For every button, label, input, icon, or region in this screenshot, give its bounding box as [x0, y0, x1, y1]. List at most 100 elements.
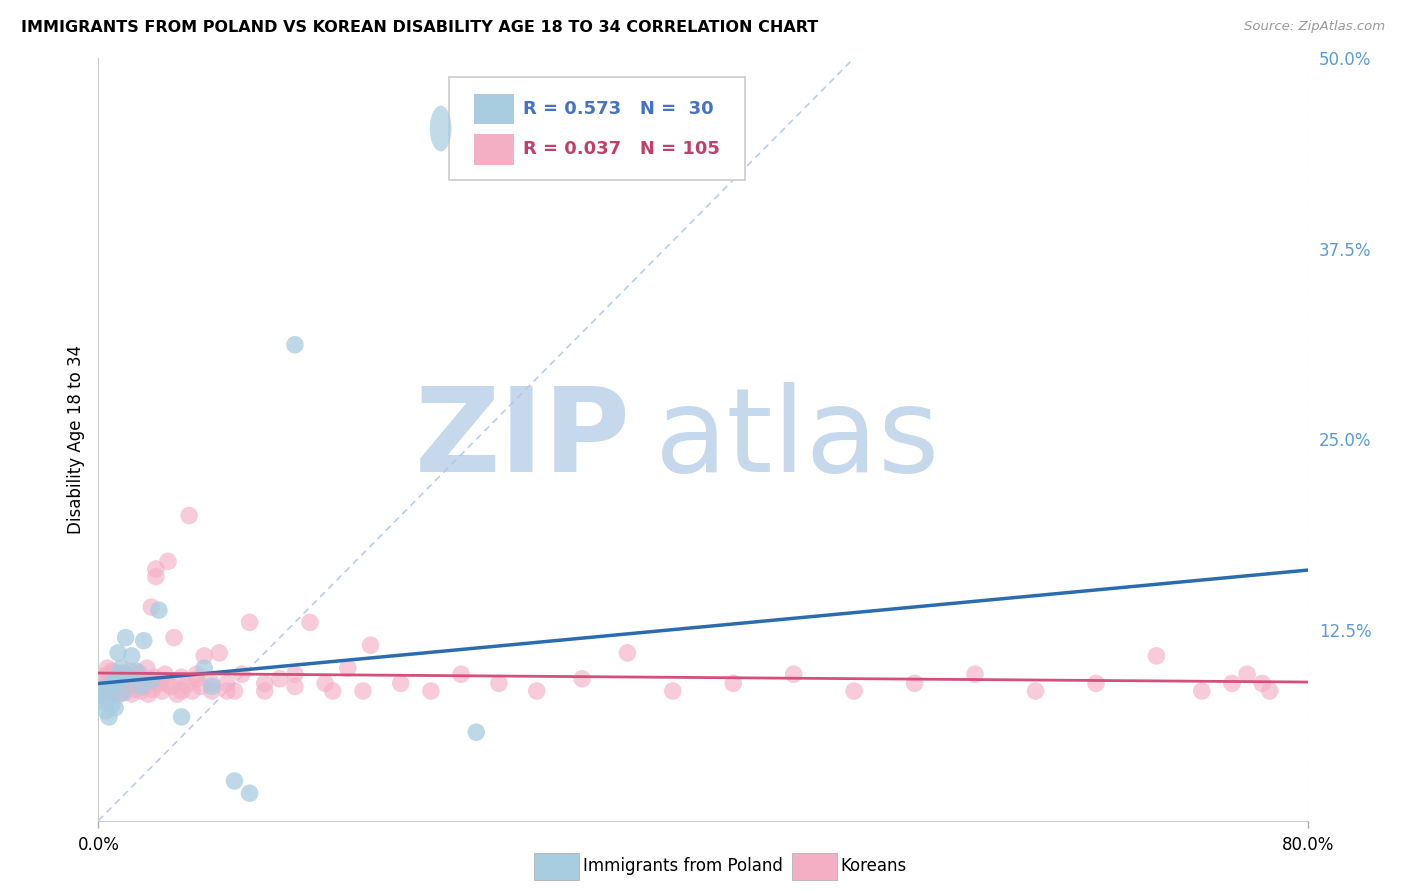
Point: [465, 725, 488, 739]
Point: [389, 676, 412, 690]
Point: [1251, 676, 1274, 690]
Point: [111, 685, 134, 699]
Point: [224, 684, 246, 698]
Point: [224, 774, 246, 789]
Point: [181, 684, 204, 698]
Point: [135, 661, 157, 675]
Point: [90, 689, 112, 703]
Point: [156, 554, 179, 568]
Text: Koreans: Koreans: [841, 857, 907, 875]
Point: [844, 684, 866, 698]
Point: [150, 684, 173, 698]
Point: [239, 786, 262, 800]
Point: [174, 678, 197, 692]
Point: [93, 682, 115, 697]
FancyBboxPatch shape: [474, 94, 515, 124]
Point: [186, 667, 208, 681]
Point: [723, 676, 745, 690]
Point: [231, 667, 253, 681]
Point: [118, 676, 141, 690]
Point: [160, 680, 183, 694]
Point: [148, 676, 170, 690]
Point: [170, 710, 193, 724]
Point: [98, 667, 121, 681]
Point: [118, 670, 141, 684]
Text: Immigrants from Poland: Immigrants from Poland: [583, 857, 783, 875]
Point: [208, 646, 231, 660]
Point: [107, 680, 129, 694]
Point: [100, 672, 122, 686]
FancyBboxPatch shape: [474, 134, 515, 165]
Point: [110, 682, 132, 697]
Point: [129, 680, 152, 694]
Point: [125, 664, 148, 678]
Text: R = 0.037   N = 105: R = 0.037 N = 105: [523, 141, 720, 159]
Point: [110, 670, 132, 684]
Point: [1220, 676, 1243, 690]
Point: [284, 667, 307, 681]
Point: [110, 661, 132, 675]
Point: [193, 661, 215, 675]
Point: [336, 661, 359, 675]
Point: [201, 680, 224, 694]
Point: [105, 672, 128, 686]
Point: [155, 676, 177, 690]
Point: [101, 698, 124, 712]
Point: [91, 676, 114, 690]
Point: [193, 648, 215, 663]
Y-axis label: Disability Age 18 to 34: Disability Age 18 to 34: [66, 344, 84, 534]
Point: [103, 680, 125, 694]
Point: [170, 684, 193, 698]
Point: [322, 684, 344, 698]
Point: [103, 687, 125, 701]
Point: [1258, 684, 1281, 698]
Point: [201, 684, 224, 698]
Point: [111, 665, 134, 680]
Point: [143, 670, 166, 684]
Point: [186, 672, 208, 686]
Point: [112, 685, 135, 699]
Point: [104, 665, 127, 680]
Point: [148, 603, 170, 617]
Point: [166, 687, 188, 701]
Point: [284, 680, 307, 694]
Point: [142, 682, 165, 697]
Point: [101, 681, 124, 695]
Point: [314, 676, 336, 690]
Point: [101, 664, 124, 678]
Point: [965, 667, 987, 681]
Point: [108, 674, 131, 689]
Point: [132, 680, 155, 694]
Text: IMMIGRANTS FROM POLAND VS KOREAN DISABILITY AGE 18 TO 34 CORRELATION CHART: IMMIGRANTS FROM POLAND VS KOREAN DISABIL…: [21, 20, 818, 35]
Point: [420, 684, 443, 698]
Point: [904, 676, 927, 690]
Point: [111, 678, 134, 692]
Point: [114, 681, 136, 695]
Point: [127, 678, 149, 692]
Point: [269, 672, 291, 686]
Point: [98, 680, 121, 694]
Point: [139, 674, 162, 689]
Point: [145, 562, 167, 576]
Point: [104, 700, 127, 714]
Point: [141, 673, 163, 688]
Point: [94, 704, 117, 718]
Point: [253, 676, 276, 690]
Point: [201, 676, 224, 690]
Point: [1236, 667, 1258, 681]
Point: [105, 684, 128, 698]
Point: [112, 673, 135, 688]
Point: [103, 670, 125, 684]
Point: [253, 684, 276, 698]
FancyBboxPatch shape: [449, 77, 745, 180]
Point: [360, 638, 382, 652]
Point: [170, 670, 193, 684]
Point: [163, 631, 186, 645]
Point: [121, 687, 143, 701]
Point: [122, 674, 145, 689]
Point: [107, 667, 129, 681]
Point: [153, 667, 176, 681]
Point: [124, 682, 146, 697]
Point: [352, 684, 374, 698]
Point: [108, 667, 131, 681]
